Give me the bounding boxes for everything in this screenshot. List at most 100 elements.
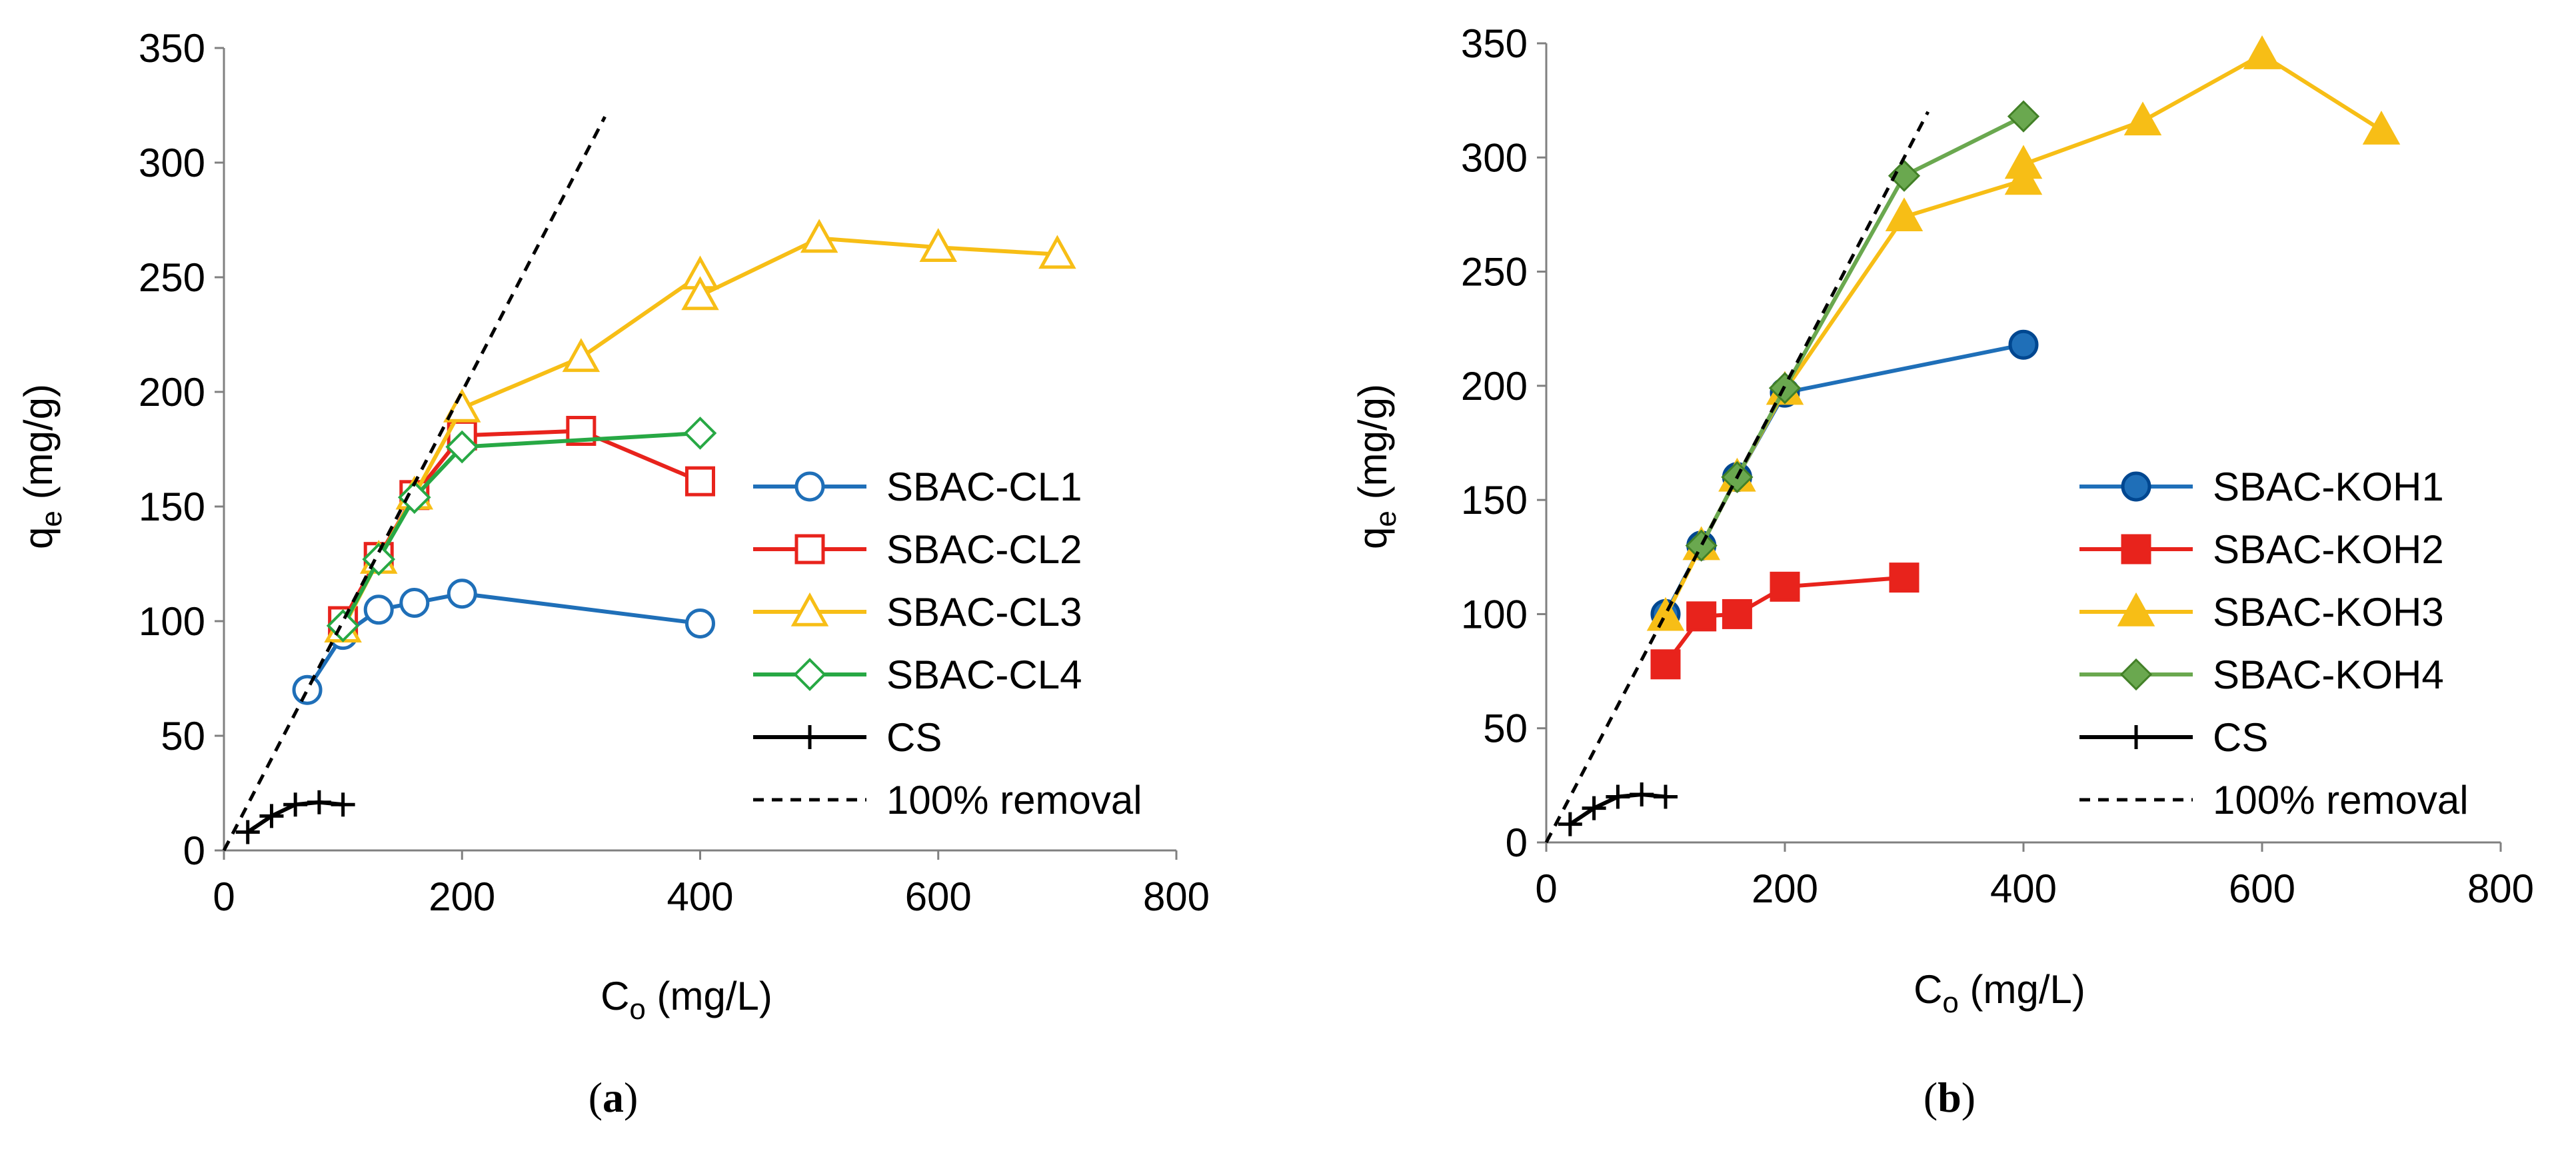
chart-panel-b: 0 50 100 150 200 250 300 350 0 200 400 600 800 qe (mg… — [1350, 21, 2534, 1121]
y-tick-label: 200 — [139, 370, 205, 415]
data-point-cs — [235, 820, 260, 844]
legend-label-sbac-cl3: SBAC-CL3 — [886, 590, 1082, 634]
data-point-sbac-koh4 — [1888, 159, 1921, 192]
data-point-sbac-koh2 — [1770, 571, 1800, 602]
x-axis-title: Co (mg/L) — [1914, 967, 2085, 1019]
series-100-removal — [1544, 111, 1930, 844]
y-tick-label: 50 — [1483, 706, 1528, 751]
data-point-sbac-cl1 — [685, 608, 715, 638]
series-cs — [1558, 782, 1678, 836]
data-point-sbac-cl3 — [562, 338, 601, 373]
y-tick-label: 100 — [139, 599, 205, 644]
series-cs — [235, 790, 355, 844]
y-axis-title: qe (mg/g) — [1350, 384, 1402, 549]
data-point-sbac-koh4 — [2007, 100, 2040, 133]
panel-label: (a) — [589, 1074, 639, 1121]
legend-marker-sbac-cl3 — [790, 592, 829, 626]
legend-label-sbac-cl1: SBAC-CL1 — [886, 465, 1082, 509]
data-point-sbac-cl3 — [800, 219, 838, 253]
data-point-sbac-cl3 — [681, 276, 719, 311]
data-point-sbac-cl2 — [685, 466, 715, 497]
data-point-sbac-cl1 — [363, 594, 394, 625]
series-line-sbac-cl4 — [341, 431, 700, 627]
legend-marker-sbac-cl4 — [793, 658, 826, 691]
legend-label-100-removal: 100% removal — [2213, 778, 2469, 822]
data-point-sbac-koh3 — [1885, 197, 1924, 232]
data-point-sbac-koh3 — [2362, 111, 2401, 145]
legend-label-sbac-cl2: SBAC-CL2 — [886, 527, 1082, 572]
legend-marker-cs — [798, 725, 822, 749]
x-tick-label: 0 — [213, 874, 235, 919]
x-axis-title: Co (mg/L) — [601, 974, 772, 1026]
data-point-sbac-koh2 — [1686, 601, 1717, 632]
y-tick-label: 0 — [183, 828, 205, 873]
y-tick-label: 100 — [1461, 592, 1528, 636]
y-tick-label: 350 — [139, 26, 205, 71]
series-line-100-removal — [1544, 111, 1930, 844]
data-point-cs — [259, 804, 284, 828]
data-point-sbac-koh2 — [1722, 598, 1752, 629]
legend-label-sbac-koh4: SBAC-KOH4 — [2213, 652, 2444, 697]
data-point-sbac-cl3 — [1038, 235, 1076, 269]
series-sbac-cl1 — [292, 578, 715, 705]
series-sbac-koh2 — [1650, 563, 1920, 680]
data-point-cs — [283, 792, 308, 817]
chart-panel-a: 0 50 100 150 200 250 300 350 0 200 400 600 800 qe (mg… — [16, 26, 1210, 1121]
legend-marker-sbac-koh1 — [2121, 471, 2151, 502]
legend-marker-cs — [2124, 725, 2148, 749]
legend: SBAC-KOH1 SBAC-KOH2 SBAC-KOH3 SBAC-KOH4 CS 10… — [2079, 465, 2469, 822]
y-tick-label: 0 — [1506, 820, 1528, 865]
series-100-removal — [222, 116, 607, 852]
legend-label-sbac-koh2: SBAC-KOH2 — [2213, 527, 2444, 572]
data-point-cs — [1630, 782, 1654, 807]
y-tick-label: 350 — [1461, 21, 1528, 66]
x-tick-label: 400 — [666, 874, 733, 919]
y-tick-label: 300 — [1461, 135, 1528, 180]
y-tick-label: 150 — [139, 485, 205, 529]
data-point-sbac-cl1 — [447, 578, 477, 609]
data-point-sbac-cl1 — [399, 587, 430, 618]
data-point-sbac-cl4 — [683, 417, 717, 450]
data-point-sbac-koh2 — [1650, 649, 1681, 680]
data-point-sbac-koh2 — [1889, 563, 1920, 593]
legend-label-100-removal: 100% removal — [886, 778, 1142, 822]
data-point-sbac-koh3 — [2123, 101, 2162, 136]
data-point-sbac-cl4 — [445, 430, 479, 464]
legend-label-sbac-koh1: SBAC-KOH1 — [2213, 465, 2444, 509]
panel-label: (b) — [1924, 1074, 1975, 1121]
y-tick-label: 200 — [1461, 364, 1528, 409]
y-tick-label: 250 — [1461, 250, 1528, 295]
legend-marker-sbac-koh3 — [2117, 592, 2155, 626]
legend-marker-sbac-cl1 — [794, 471, 825, 502]
legend-marker-sbac-cl2 — [794, 534, 825, 565]
legend-marker-sbac-koh4 — [2119, 658, 2153, 691]
y-axis-title: qe (mg/g) — [16, 384, 68, 549]
y-tick-label: 150 — [1461, 478, 1528, 523]
x-tick-label: 800 — [1143, 874, 1210, 919]
legend-label-sbac-cl4: SBAC-CL4 — [886, 652, 1082, 697]
data-point-sbac-koh3 — [1646, 596, 1685, 631]
data-point-sbac-koh1 — [2008, 329, 2039, 360]
x-tick-label: 200 — [429, 874, 495, 919]
data-point-sbac-koh3 — [2243, 35, 2281, 69]
data-point-sbac-cl1 — [292, 674, 323, 705]
legend: SBAC-CL1 SBAC-CL2 SBAC-CL3 SBAC-CL4 CS 100% r… — [753, 465, 1142, 822]
data-point-sbac-koh4 — [1685, 529, 1718, 562]
data-point-cs — [1582, 796, 1606, 820]
series-line-sbac-koh1 — [1664, 343, 2024, 615]
data-point-sbac-cl3 — [919, 228, 957, 262]
legend-marker-sbac-koh2 — [2121, 534, 2151, 565]
y-tick-label: 50 — [161, 714, 205, 758]
data-point-cs — [307, 790, 331, 814]
data-point-cs — [1558, 812, 1582, 836]
y-tick-label: 300 — [139, 141, 205, 185]
x-tick-label: 200 — [1752, 866, 1818, 911]
data-point-sbac-cl3 — [443, 388, 481, 423]
legend-label-sbac-koh3: SBAC-KOH3 — [2213, 590, 2444, 634]
data-point-cs — [1654, 784, 1678, 809]
data-point-cs — [331, 792, 355, 817]
x-tick-label: 800 — [2467, 866, 2534, 911]
series-line-100-removal — [222, 116, 607, 852]
y-tick-label: 250 — [139, 255, 205, 300]
